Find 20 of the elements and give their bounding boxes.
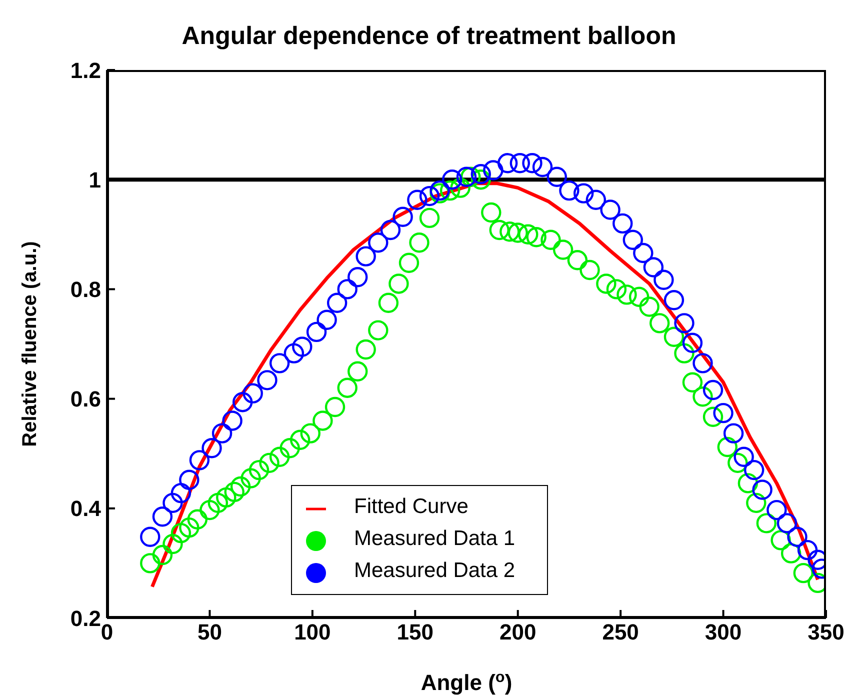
y-tick-label: 0.6 [70, 386, 101, 412]
y-tick-label: 0.8 [70, 277, 101, 302]
y-axis-title: Relative fluence (a.u.) [19, 241, 41, 447]
y-tick-label: 1.2 [70, 58, 101, 83]
x-tick-label: 200 [500, 620, 536, 645]
x-axis-title: Angle ($^{o}$) [420, 668, 512, 695]
x-tick-label: 150 [396, 620, 434, 645]
x-tick-label: 250 [602, 620, 639, 645]
chart-title: Angular dependence of treatment balloon [180, 22, 678, 51]
y-tick-label: 0.4 [70, 496, 102, 522]
y-tick-label: 0.2 [70, 606, 101, 631]
x-tick-label: 300 [704, 620, 742, 645]
legend-label: Measured Data 1 [354, 527, 516, 550]
y-tick-label: 1 [88, 167, 101, 192]
x-tick-label: 100 [294, 620, 331, 645]
x-tick-label: 50 [197, 620, 222, 645]
legend-label: Measured Data 2 [354, 559, 516, 582]
legend-label: Fitted Curve [354, 495, 468, 518]
x-tick-label: 350 [808, 620, 844, 645]
x-tick-label: 0 [100, 620, 114, 645]
